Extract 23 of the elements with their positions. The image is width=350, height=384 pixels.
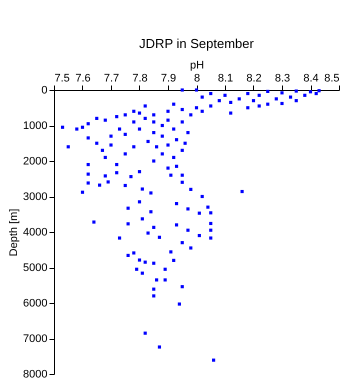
- x-tick-label: 8.2: [246, 72, 262, 84]
- x-tick-label: 7.5: [54, 72, 70, 84]
- y-tick-label: 2000: [23, 156, 48, 168]
- x-tick-label: 7.7: [104, 72, 120, 84]
- x-tick-label: 7.8: [132, 72, 148, 84]
- y-tick-label: 3000: [23, 191, 48, 203]
- x-tick-label: 8.3: [274, 72, 290, 84]
- y-tick-label: 8000: [23, 368, 48, 380]
- x-tick-label: 7.9: [160, 72, 176, 84]
- y-tick-label: 5000: [23, 262, 48, 274]
- y-tick-label: 0: [41, 84, 48, 96]
- x-tick-label: 8: [194, 72, 200, 84]
- x-tick-label: 7.6: [75, 72, 91, 84]
- y-tick-label: 7000: [23, 333, 48, 345]
- x-tick-label: 8.5: [324, 72, 340, 84]
- y-tick-label: 6000: [23, 298, 48, 310]
- y-tick-label: 1000: [23, 120, 48, 132]
- x-tick-label: 8.1: [218, 72, 234, 84]
- chart-title: JDRP in September: [139, 36, 254, 51]
- x-tick-label: 8.4: [303, 72, 319, 84]
- y-tick-label: 4000: [23, 226, 48, 238]
- x-axis-title: pH: [190, 60, 204, 72]
- y-axis-title: Depth [m]: [8, 208, 20, 256]
